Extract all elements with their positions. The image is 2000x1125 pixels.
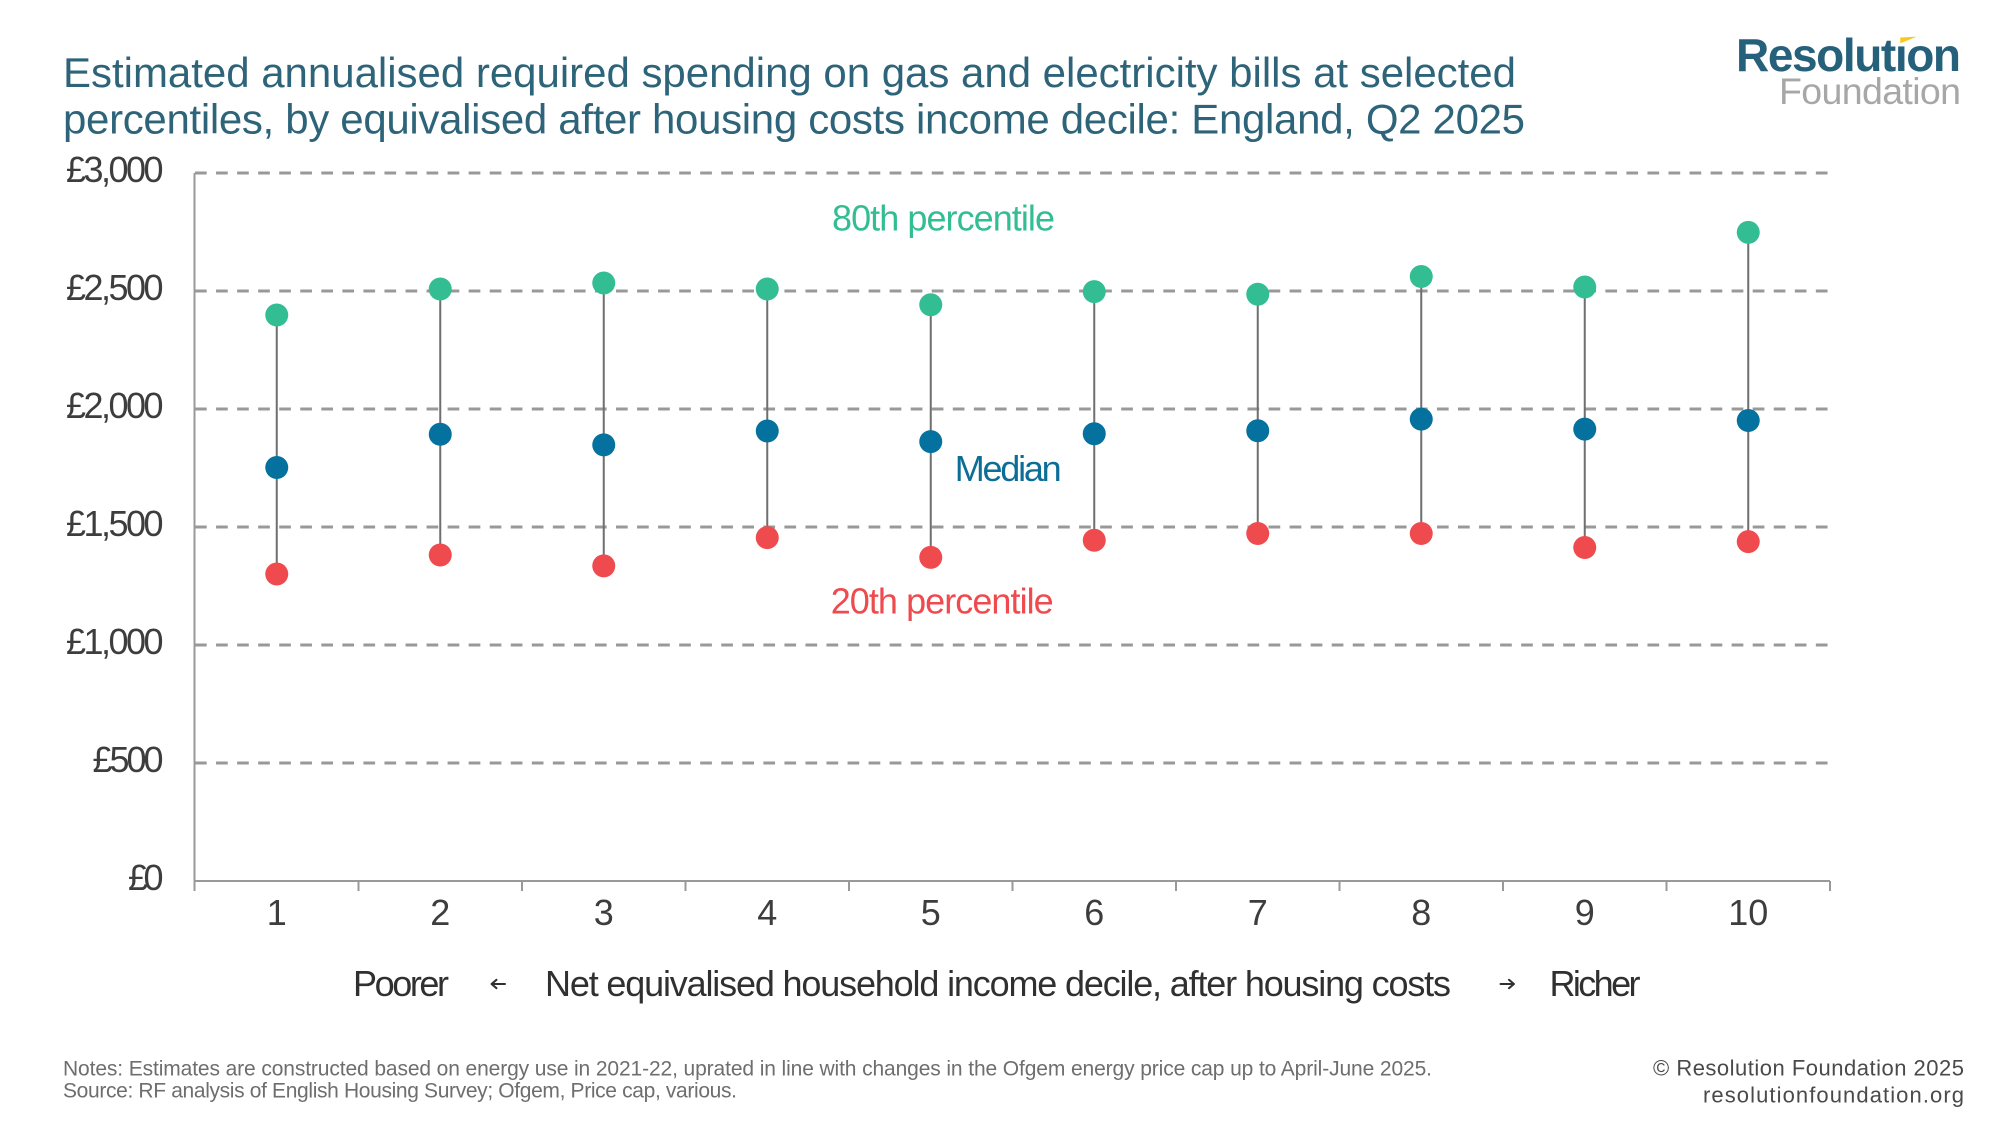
svg-text:3: 3 — [594, 892, 614, 933]
svg-text:£500: £500 — [93, 739, 164, 780]
svg-text:5: 5 — [921, 892, 941, 933]
svg-text:7: 7 — [1248, 892, 1268, 933]
svg-text:£2,000: £2,000 — [66, 385, 164, 426]
svg-text:Poorer: Poorer — [353, 963, 449, 1004]
svg-text:80th percentile: 80th percentile — [832, 198, 1055, 239]
svg-text:£0: £0 — [128, 857, 164, 898]
svg-text:resolutionfoundation.org: resolutionfoundation.org — [1703, 1083, 1964, 1108]
svg-text:6: 6 — [1084, 892, 1104, 933]
svg-text:1: 1 — [267, 892, 287, 933]
svg-text:£3,000: £3,000 — [66, 149, 164, 190]
svg-text:Richer: Richer — [1550, 963, 1641, 1004]
svg-text:© Resolution Foundation 2025: © Resolution Foundation 2025 — [1653, 1056, 1964, 1081]
svg-text:percentiles, by equivalised af: percentiles, by equivalised after housin… — [63, 96, 1525, 143]
svg-text:£1,000: £1,000 — [66, 621, 164, 662]
svg-text:20th percentile: 20th percentile — [831, 581, 1054, 622]
svg-text:9: 9 — [1575, 892, 1595, 933]
svg-text:Source: RF analysis of English: Source: RF analysis of English Housing S… — [63, 1080, 737, 1103]
svg-text:Notes: Estimates are construct: Notes: Estimates are constructed based o… — [63, 1058, 1432, 1081]
svg-text:Median: Median — [955, 448, 1062, 489]
svg-text:8: 8 — [1411, 892, 1431, 933]
svg-text:£1,500: £1,500 — [66, 503, 164, 544]
svg-text:Foundation: Foundation — [1779, 70, 1961, 112]
svg-text:2: 2 — [430, 892, 450, 933]
svg-text:Estimated annualised required: Estimated annualised required spending o… — [63, 49, 1516, 96]
svg-text:10: 10 — [1728, 892, 1768, 933]
svg-text:Net equivalised household inco: Net equivalised household income decile,… — [545, 963, 1451, 1004]
svg-text:£2,500: £2,500 — [66, 267, 164, 308]
svg-text:4: 4 — [757, 892, 777, 933]
svg-text:Resolutıon: Resolutıon — [1736, 29, 1961, 81]
